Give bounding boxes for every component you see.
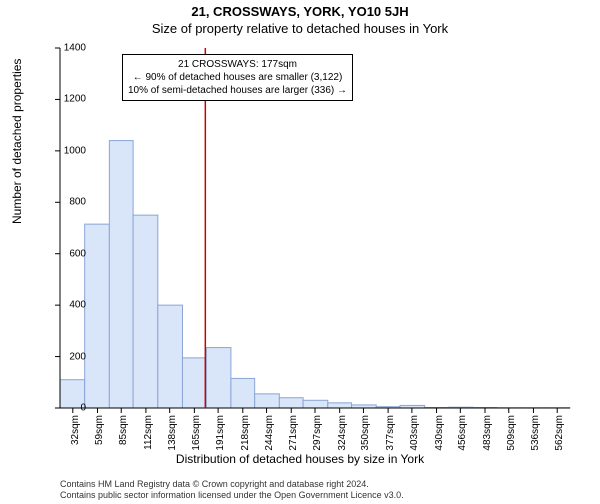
y-tick-label: 1000 <box>46 145 86 156</box>
x-tick-label: 59sqm <box>94 415 105 445</box>
chart-area: 21 CROSSWAYS: 177sqm ← 90% of detached h… <box>60 48 570 408</box>
y-tick-label: 600 <box>46 248 86 259</box>
y-tick-label: 400 <box>46 300 86 311</box>
chart-subtitle: Size of property relative to detached ho… <box>0 21 600 36</box>
histogram-bar <box>231 378 255 408</box>
attribution-line: Contains public sector information licen… <box>60 490 404 501</box>
histogram-bar <box>85 224 110 408</box>
annotation-line: 10% of semi-detached houses are larger (… <box>128 84 347 97</box>
x-tick-label: 191sqm <box>215 415 226 451</box>
x-tick-label: 509sqm <box>506 415 517 451</box>
page-title: 21, CROSSWAYS, YORK, YO10 5JH <box>0 4 600 19</box>
y-tick-label: 800 <box>46 197 86 208</box>
x-tick-label: 85sqm <box>118 415 129 445</box>
x-tick-label: 244sqm <box>264 415 275 451</box>
histogram-bar <box>303 400 328 408</box>
annotation-line: ← 90% of detached houses are smaller (3,… <box>128 71 347 84</box>
histogram-bar <box>255 394 280 408</box>
y-axis-label: Number of detached properties <box>10 59 24 224</box>
x-tick-label: 271sqm <box>288 415 299 451</box>
annotation-box: 21 CROSSWAYS: 177sqm ← 90% of detached h… <box>122 54 353 101</box>
x-tick-label: 483sqm <box>482 415 493 451</box>
y-tick-label: 1400 <box>46 43 86 54</box>
histogram-bar <box>206 348 231 408</box>
x-tick-label: 377sqm <box>385 415 396 451</box>
x-tick-label: 536sqm <box>530 415 541 451</box>
x-tick-label: 350sqm <box>360 415 371 451</box>
histogram-bar <box>279 398 303 408</box>
x-tick-label: 403sqm <box>409 415 420 451</box>
x-tick-label: 112sqm <box>143 415 154 450</box>
annotation-line: 21 CROSSWAYS: 177sqm <box>128 58 347 71</box>
histogram-bar <box>328 403 352 408</box>
y-tick-label: 200 <box>46 351 86 362</box>
x-tick-label: 297sqm <box>312 415 323 451</box>
x-tick-label: 165sqm <box>191 415 202 451</box>
histogram-bar <box>158 305 183 408</box>
x-tick-label: 138sqm <box>167 415 178 451</box>
x-tick-label: 324sqm <box>337 415 348 451</box>
y-tick-label: 0 <box>46 403 86 414</box>
attribution-line: Contains HM Land Registry data © Crown c… <box>60 479 404 490</box>
histogram-bar <box>109 141 133 408</box>
attribution-text: Contains HM Land Registry data © Crown c… <box>60 479 404 502</box>
x-tick-label: 456sqm <box>457 415 468 451</box>
y-tick-label: 1200 <box>46 94 86 105</box>
x-tick-label: 32sqm <box>70 415 81 445</box>
histogram-svg <box>60 48 570 408</box>
x-tick-label: 562sqm <box>554 415 565 451</box>
x-tick-label: 218sqm <box>240 415 251 451</box>
histogram-bar <box>182 358 206 408</box>
x-axis-label: Distribution of detached houses by size … <box>0 452 600 466</box>
x-tick-label: 430sqm <box>434 415 445 451</box>
histogram-bar <box>133 215 158 408</box>
